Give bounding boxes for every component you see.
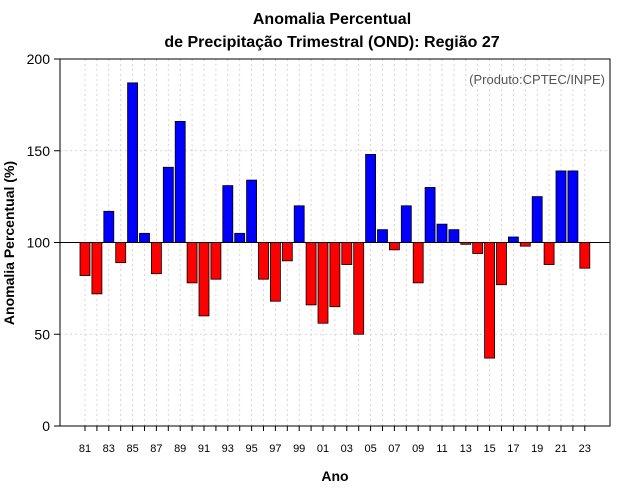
x-tick-label: 11 <box>436 443 447 455</box>
bar-98 <box>281 242 293 262</box>
y-axis: 0 50 100 150 200 <box>27 51 60 434</box>
bar-89 <box>174 120 186 243</box>
bar-90 <box>186 242 198 284</box>
bar-03 <box>341 242 353 265</box>
bar-21 <box>555 170 567 243</box>
bar-14 <box>472 242 484 254</box>
chart-title: Anomalia Percentual <box>253 11 411 28</box>
bar-19 <box>531 196 543 243</box>
x-tick-label: 03 <box>341 443 353 455</box>
y-tick-label: 50 <box>34 326 50 342</box>
bar-17 <box>507 236 519 243</box>
bar-11 <box>436 223 448 243</box>
bar-85 <box>127 82 138 243</box>
y-tick-label: 0 <box>42 418 50 434</box>
x-tick-label: 07 <box>388 443 400 455</box>
x-tick-label: 89 <box>174 443 186 455</box>
bar-84 <box>115 242 127 264</box>
x-tick-label: 23 <box>579 443 591 455</box>
bar-07 <box>388 242 400 251</box>
bar-09 <box>412 242 424 284</box>
bar-88 <box>162 166 174 243</box>
x-tick-label: 87 <box>150 443 162 455</box>
bar-86 <box>139 232 150 243</box>
credit-label: (Produto:CPTEC/INPE) <box>469 72 605 87</box>
bar-97 <box>269 242 281 302</box>
x-tick-label: 95 <box>245 443 257 455</box>
bar-04 <box>353 242 365 335</box>
bars <box>79 82 591 359</box>
bar-81 <box>79 242 91 276</box>
x-tick-label: 85 <box>126 443 138 455</box>
bar-96 <box>258 242 269 280</box>
x-tick-label: 91 <box>198 443 210 455</box>
bar-10 <box>424 187 436 243</box>
bar-18 <box>519 242 531 247</box>
x-tick-label: 17 <box>507 443 519 455</box>
y-tick-label: 200 <box>27 51 51 67</box>
bar-16 <box>496 242 507 286</box>
bar-91 <box>198 242 210 317</box>
y-axis-title: Anomalia Percentual (%) <box>1 161 17 325</box>
bar-12 <box>448 229 460 243</box>
bar-99 <box>293 205 305 243</box>
y-tick-label: 100 <box>27 235 51 251</box>
x-tick-label: 81 <box>79 443 91 455</box>
grid <box>60 58 610 427</box>
x-tick-label: 13 <box>460 443 472 455</box>
bar-05 <box>365 154 377 243</box>
x-axis-title: Ano <box>321 468 348 484</box>
bar-92 <box>210 242 222 280</box>
x-tick-label: 01 <box>317 443 329 455</box>
bar-06 <box>377 229 388 243</box>
chart-subtitle: de Precipitação Trimestral (OND): Região… <box>164 34 499 51</box>
bar-93 <box>222 185 234 243</box>
x-tick-label: 09 <box>412 443 424 455</box>
bar-00 <box>305 242 317 306</box>
x-tick-label: 97 <box>269 443 281 455</box>
bar-15 <box>484 242 496 359</box>
x-tick-label: 93 <box>222 443 234 455</box>
x-tick-label: 05 <box>364 443 376 455</box>
bar-20 <box>543 242 555 265</box>
y-tick-label: 150 <box>27 143 51 159</box>
x-tick-label: 83 <box>103 443 115 455</box>
bar-08 <box>400 205 412 243</box>
x-tick-label: 15 <box>483 443 495 455</box>
bar-23 <box>579 242 591 269</box>
bar-01 <box>317 242 329 324</box>
x-tick-label: 19 <box>531 443 543 455</box>
bar-82 <box>91 242 103 295</box>
bar-94 <box>234 232 246 243</box>
bar-02 <box>329 242 341 308</box>
bar-87 <box>150 242 162 275</box>
x-tick-label: 21 <box>555 443 567 455</box>
x-axis: 81 83 85 87 89 91 93 95 97 99 01 03 05 07 09 11 13 15 17 19… <box>79 426 591 455</box>
x-tick-label: 99 <box>293 443 305 455</box>
bar-95 <box>246 179 258 243</box>
bar-22 <box>567 170 579 243</box>
bar-83 <box>103 210 115 243</box>
